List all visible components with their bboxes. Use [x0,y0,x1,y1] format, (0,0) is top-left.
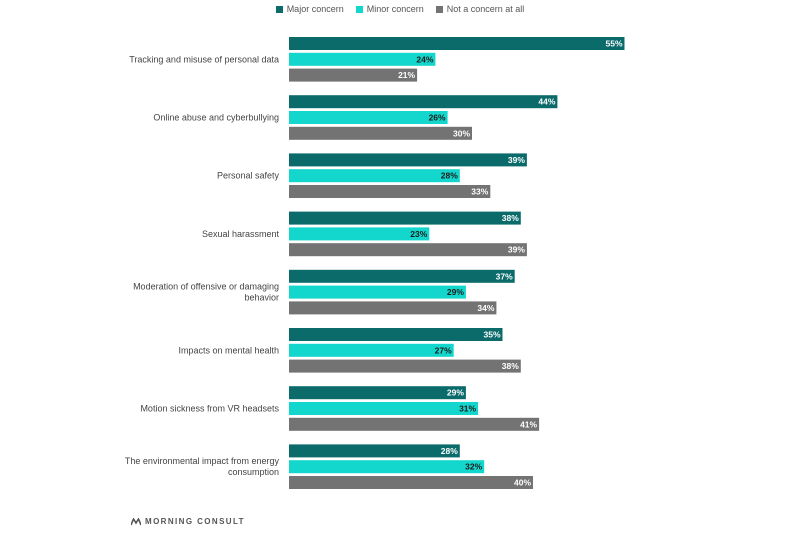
category-label: Personal safety [217,171,280,181]
bar [289,417,540,431]
bar [289,460,485,474]
data-label: 29% [447,388,464,398]
data-label: 41% [520,419,537,429]
bar [289,285,466,299]
brand-name: MORNING CONSULT [145,517,245,526]
category-label: Online abuse and cyberbullying [153,113,279,123]
morning-consult-logo-icon [131,517,141,525]
category-label: Moderation of offensive or damaging behav… [133,282,279,303]
data-label: 23% [410,229,427,239]
data-label: 38% [502,361,519,371]
legend-swatch [275,5,283,13]
data-label: 27% [435,345,452,355]
data-label: 30% [453,128,470,138]
bar [289,301,497,315]
data-label: 26% [429,113,446,123]
legend-swatch [355,5,363,13]
category-label: Impacts on mental health [178,345,279,355]
data-label: 39% [508,155,525,165]
legend-label: Major concern [286,4,344,14]
bar [289,359,521,373]
data-label: 21% [398,70,415,80]
bar [289,185,491,198]
data-label: 40% [514,478,531,488]
bar [289,243,527,257]
brand-logo: MORNING CONSULT [131,517,245,526]
bar [289,343,454,357]
data-label: 44% [538,97,555,107]
bar [289,402,479,415]
data-label: 31% [459,404,476,414]
category-label: The environmental impact from energy cons… [125,456,280,477]
data-label: 35% [483,330,500,340]
bar [289,111,448,124]
data-label: 32% [465,462,482,472]
legend: Major concern Minor concern Not a concern … [0,4,800,14]
data-label: 24% [416,54,433,64]
bar [289,37,625,50]
data-label: 33% [471,187,488,197]
data-label: 38% [502,213,519,223]
legend-label: Not a concern at all [446,4,525,14]
bar [289,169,460,183]
data-label: 28% [441,446,458,456]
category-label: Tracking and misuse of personal data [129,54,279,64]
bar [289,444,460,458]
data-label: 37% [496,271,513,281]
bar [289,211,521,225]
bar [289,126,472,140]
bar [289,227,430,241]
legend-swatch [435,5,443,13]
legend-item: Not a concern at all [435,4,525,14]
bar [289,68,418,82]
bar [289,269,515,283]
data-label: 39% [508,245,525,255]
bar [289,153,527,167]
category-label: Sexual harassment [202,229,280,239]
data-label: 29% [447,287,464,297]
legend-item: Minor concern [355,4,424,14]
category-label: Motion sickness from VR headsets [140,404,279,414]
bar [289,95,558,109]
data-label: 34% [477,303,494,313]
legend-label: Minor concern [366,4,424,14]
data-label: 28% [441,171,458,181]
legend-item: Major concern [275,4,344,14]
bar [289,386,466,400]
bar [289,328,503,341]
data-label: 55% [605,39,622,49]
bar [289,52,436,66]
bar [289,476,533,489]
